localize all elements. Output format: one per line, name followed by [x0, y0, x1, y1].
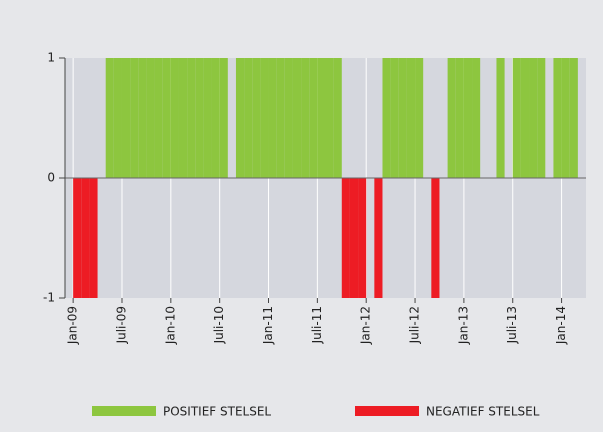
bar: [252, 58, 261, 178]
bar: [195, 58, 204, 178]
x-tick-label: Jan-09: [66, 306, 80, 345]
bar: [529, 58, 538, 178]
bar: [415, 58, 424, 178]
bar: [512, 58, 521, 178]
bar: [211, 58, 220, 178]
bar: [121, 58, 131, 178]
bar: [520, 58, 530, 178]
legend-label: NEGATIEF STELSEL: [426, 405, 540, 419]
bar: [292, 58, 302, 178]
x-tick-label: Jan-14: [554, 306, 568, 345]
bar: [431, 178, 440, 298]
bar: [349, 178, 359, 298]
bar: [113, 58, 122, 178]
bar: [170, 58, 179, 178]
y-tick-label: 1: [47, 51, 55, 65]
x-tick-label: Jan-13: [456, 306, 470, 345]
legend-label: POSITIEF STELSEL: [163, 405, 271, 419]
bar: [472, 58, 481, 178]
bar: [447, 58, 456, 178]
bar: [561, 58, 570, 178]
bar: [89, 178, 98, 298]
bar: [406, 58, 416, 178]
bar: [235, 58, 245, 178]
x-tick-label: Juli-12: [408, 306, 422, 344]
bar: [268, 58, 277, 178]
x-tick-label: Juli-09: [114, 306, 128, 344]
bar: [162, 58, 171, 178]
x-tick-label: Jan-11: [261, 306, 275, 345]
x-tick-label: Jan-10: [163, 306, 177, 345]
y-tick-label: 0: [47, 171, 55, 185]
bar: [187, 58, 196, 178]
bar: [374, 178, 383, 298]
bar: [553, 58, 562, 178]
bar: [317, 58, 326, 178]
bar: [537, 58, 546, 178]
bar: [463, 58, 473, 178]
bar: [260, 58, 269, 178]
legend-swatch: [355, 406, 419, 416]
bar: [138, 58, 147, 178]
x-tick-label: Juli-11: [310, 306, 324, 344]
x-tick-label: Juli-10: [212, 306, 226, 344]
x-tick-label: Juli-13: [505, 306, 519, 344]
bar: [81, 178, 90, 298]
bar: [105, 58, 114, 178]
bar: [390, 58, 399, 178]
bar: [382, 58, 391, 178]
bar: [301, 58, 310, 178]
bar: [455, 58, 464, 178]
bar: [398, 58, 407, 178]
bar: [154, 58, 163, 178]
x-tick-label: Jan-12: [359, 306, 373, 345]
bar: [130, 58, 139, 178]
bar: [146, 58, 155, 178]
bar: [276, 58, 285, 178]
bar: [333, 58, 342, 178]
bar: [496, 58, 505, 178]
y-tick-label: -1: [43, 291, 55, 305]
bar: [341, 178, 350, 298]
bar: [244, 58, 253, 178]
legend-swatch: [92, 406, 156, 416]
bar: [284, 58, 293, 178]
bar: [569, 58, 578, 178]
bar: [73, 178, 82, 298]
bar: [178, 58, 188, 178]
bar: [358, 178, 367, 298]
bar: [219, 58, 228, 178]
bar: [309, 58, 318, 178]
bar: [325, 58, 334, 178]
bar: [203, 58, 212, 178]
